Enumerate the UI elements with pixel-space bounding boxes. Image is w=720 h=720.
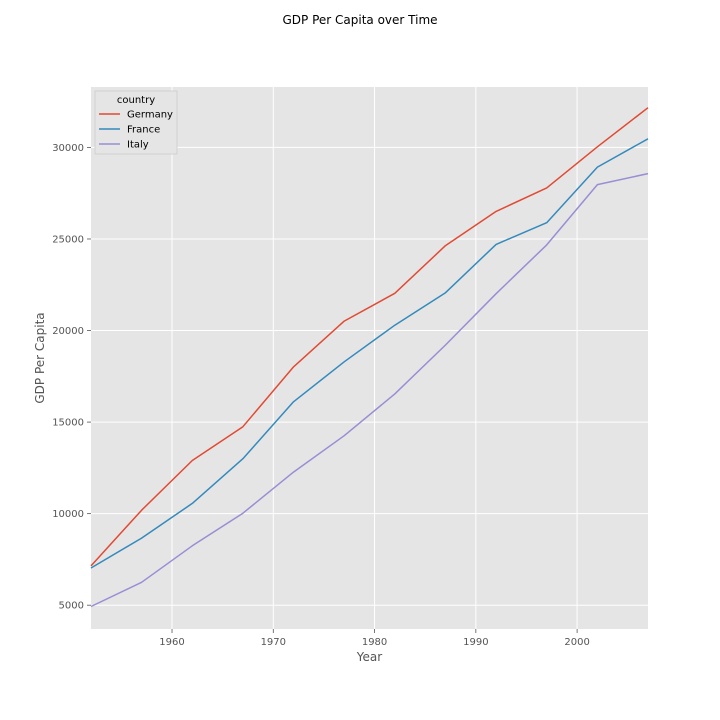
y-tick-label: 30000: [52, 143, 84, 154]
legend-label-france: France: [127, 125, 160, 136]
x-tick-label: 1960: [159, 637, 184, 648]
y-axis-label: GDP Per Capita: [33, 312, 47, 403]
x-axis-label: Year: [356, 650, 382, 664]
y-tick-label: 10000: [52, 509, 84, 520]
x-tick-label: 1980: [362, 637, 387, 648]
y-tick-label: 5000: [59, 601, 84, 612]
chart-title: GDP Per Capita over Time: [282, 13, 437, 27]
legend-label-germany: Germany: [127, 110, 173, 121]
plot-area: [91, 87, 648, 629]
x-tick-label: 2000: [564, 637, 589, 648]
series-line-france: [90, 138, 649, 569]
x-tick-label: 1970: [261, 637, 286, 648]
legend-title: country: [117, 95, 155, 106]
legend-entries: Germany France Italy: [99, 110, 173, 151]
y-tick-label: 15000: [52, 418, 84, 429]
y-tick-label: 25000: [52, 234, 84, 245]
y-tick-label: 20000: [52, 326, 84, 337]
legend: country Germany France Italy: [94, 90, 178, 155]
series-lines: [90, 107, 649, 608]
grid-lines: [91, 87, 648, 629]
legend-label-italy: Italy: [127, 140, 149, 151]
x-tick-label: 1990: [463, 637, 488, 648]
x-axis-ticks: 1960 1970 1980 1990 2000: [159, 629, 590, 648]
series-line-italy: [90, 172, 649, 608]
y-axis-ticks: 5000 10000 15000 20000 25000 30000: [52, 143, 91, 612]
series-line-germany: [90, 107, 649, 567]
